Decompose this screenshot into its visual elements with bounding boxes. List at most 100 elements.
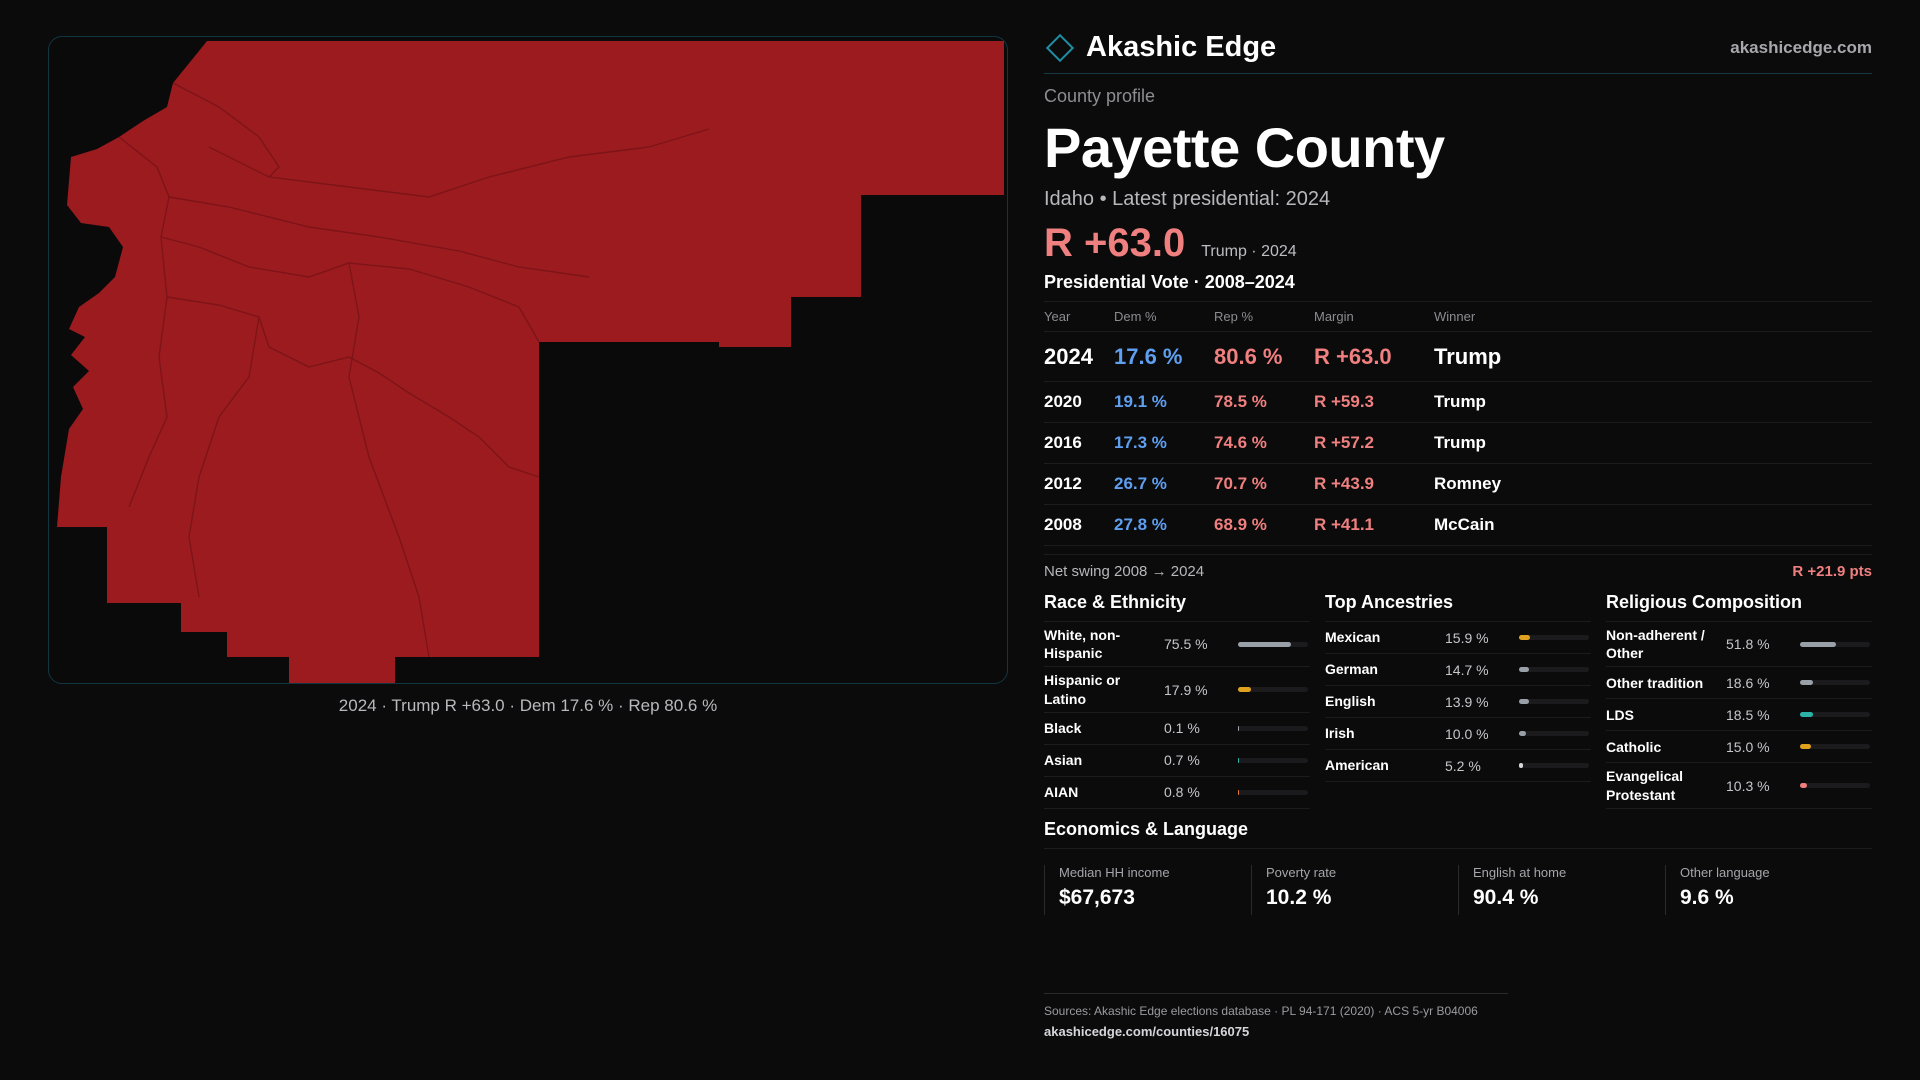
race-ethnicity-section: Race & Ethnicity White, non-Hispanic 75.5… bbox=[1044, 592, 1310, 809]
stat-poverty-rate: Poverty rate 10.2 % bbox=[1251, 864, 1458, 915]
share-bar bbox=[1238, 687, 1308, 693]
dem-cell: 26.7 % bbox=[1114, 463, 1214, 505]
county-map bbox=[57, 41, 1004, 683]
item-label: Mexican bbox=[1325, 629, 1381, 646]
dem-cell: 17.6 % bbox=[1114, 331, 1214, 382]
item-percent: 15.9 % bbox=[1445, 629, 1489, 646]
item-label: Evangelical Protestant bbox=[1606, 768, 1684, 803]
share-bar bbox=[1238, 757, 1308, 763]
share-bar-fill bbox=[1238, 757, 1240, 763]
share-bar bbox=[1238, 789, 1308, 795]
share-bar-fill bbox=[1519, 731, 1526, 736]
race-ethnicity-title: Race & Ethnicity bbox=[1044, 592, 1310, 622]
col-winner: Winner bbox=[1434, 301, 1872, 332]
item-label: Other tradition bbox=[1606, 674, 1704, 691]
share-bar bbox=[1519, 731, 1589, 736]
list-item: Evangelical Protestant 10.3 % bbox=[1606, 763, 1872, 809]
col-year: Year bbox=[1044, 301, 1114, 332]
year-cell: 2024 bbox=[1044, 331, 1114, 382]
list-item: Other tradition 18.6 % bbox=[1606, 667, 1872, 700]
religion-section: Religious Composition Non-adherent / Oth… bbox=[1606, 592, 1872, 809]
item-label: American bbox=[1325, 757, 1389, 774]
col-dem: Dem % bbox=[1114, 301, 1214, 332]
header: Akashic Edge akashicedge.com bbox=[1044, 30, 1872, 74]
net-swing: Net swing 2008 → 2024 R +21.9 pts bbox=[1044, 554, 1872, 580]
stat-value: 10.2 % bbox=[1266, 885, 1332, 909]
share-bar bbox=[1519, 635, 1589, 640]
item-label: English bbox=[1325, 693, 1376, 710]
table-row: 2024 17.6 % 80.6 % R +63.0 Trump bbox=[1044, 331, 1872, 382]
item-label: AIAN bbox=[1044, 784, 1079, 801]
share-bar bbox=[1519, 667, 1589, 672]
net-swing-value: R +21.9 pts bbox=[1792, 563, 1872, 580]
site-link[interactable]: akashicedge.com bbox=[1730, 37, 1872, 57]
list-item: Mexican 15.9 % bbox=[1325, 622, 1591, 654]
vote-table-header: Year Dem % Rep % Margin Winner bbox=[1044, 301, 1872, 332]
share-bar-fill bbox=[1519, 763, 1523, 768]
col-rep: Rep % bbox=[1214, 301, 1314, 332]
footer: Sources: Akashic Edge elections database… bbox=[1044, 993, 1508, 1039]
year-cell: 2016 bbox=[1044, 422, 1114, 464]
share-bar bbox=[1238, 725, 1308, 731]
sources-note: Sources: Akashic Edge elections database… bbox=[1044, 1004, 1478, 1018]
economics-stats: Median HH income $67,673 Poverty rate 10… bbox=[1044, 864, 1872, 915]
headline-margin-note: Trump · 2024 bbox=[1201, 243, 1297, 260]
stat-label: English at home bbox=[1473, 864, 1567, 880]
list-item: English 13.9 % bbox=[1325, 686, 1591, 718]
share-bar-fill bbox=[1238, 789, 1240, 795]
share-bar bbox=[1800, 641, 1870, 647]
year-cell: 2020 bbox=[1044, 381, 1114, 423]
list-item: AIAN 0.8 % bbox=[1044, 777, 1310, 809]
item-percent: 10.3 % bbox=[1726, 777, 1770, 794]
item-percent: 17.9 % bbox=[1164, 681, 1208, 698]
margin-cell: R +59.3 bbox=[1314, 381, 1434, 423]
share-bar-fill bbox=[1800, 680, 1814, 686]
diamond-logo-icon bbox=[1045, 33, 1075, 62]
stat-label: Median HH income bbox=[1059, 864, 1170, 880]
stat-median-income: Median HH income $67,673 bbox=[1044, 864, 1251, 915]
share-bar bbox=[1519, 763, 1589, 768]
stat-value: 9.6 % bbox=[1680, 885, 1734, 909]
county-url-link[interactable]: akashicedge.com/counties/16075 bbox=[1044, 1024, 1250, 1039]
demographics: Race & Ethnicity White, non-Hispanic 75.5… bbox=[1044, 592, 1872, 809]
share-bar bbox=[1800, 783, 1870, 789]
item-percent: 75.5 % bbox=[1164, 636, 1208, 653]
item-label: LDS bbox=[1606, 706, 1634, 723]
item-label: Irish bbox=[1325, 725, 1355, 742]
winner-cell: Trump bbox=[1434, 331, 1872, 382]
stat-english-at-home: English at home 90.4 % bbox=[1458, 864, 1665, 915]
stat-value: $67,673 bbox=[1059, 885, 1135, 909]
item-label: Hispanic or Latino bbox=[1044, 672, 1121, 707]
item-percent: 15.0 % bbox=[1726, 738, 1770, 755]
share-bar-fill bbox=[1800, 744, 1811, 750]
item-label: White, non-Hispanic bbox=[1044, 627, 1121, 662]
list-item: Black 0.1 % bbox=[1044, 713, 1310, 745]
list-item: White, non-Hispanic 75.5 % bbox=[1044, 622, 1310, 668]
margin-cell: R +41.1 bbox=[1314, 504, 1434, 546]
dem-cell: 19.1 % bbox=[1114, 381, 1214, 423]
stat-label: Other language bbox=[1680, 864, 1770, 880]
item-label: Catholic bbox=[1606, 738, 1662, 755]
county-map-panel bbox=[48, 36, 1008, 684]
page-kicker: County profile bbox=[1044, 86, 1156, 106]
share-bar bbox=[1800, 680, 1870, 686]
economics-title: Economics & Language bbox=[1044, 819, 1872, 849]
rep-cell: 74.6 % bbox=[1214, 422, 1314, 464]
item-label: Non-adherent / Other bbox=[1606, 627, 1705, 662]
list-item: LDS 18.5 % bbox=[1606, 699, 1872, 732]
vote-table: Year Dem % Rep % Margin Winner 2024 17.6… bbox=[1044, 301, 1872, 546]
winner-cell: McCain bbox=[1434, 504, 1872, 546]
net-swing-label: Net swing 2008 → 2024 bbox=[1044, 563, 1205, 580]
share-bar-fill bbox=[1238, 725, 1240, 731]
list-item: Irish 10.0 % bbox=[1325, 718, 1591, 750]
share-bar-fill bbox=[1519, 667, 1530, 672]
rep-cell: 68.9 % bbox=[1214, 504, 1314, 546]
brand-name: Akashic Edge bbox=[1086, 31, 1277, 63]
share-bar-fill bbox=[1800, 712, 1813, 718]
table-row: 2008 27.8 % 68.9 % R +41.1 McCain bbox=[1044, 504, 1872, 546]
page-subtitle: Idaho • Latest presidential: 2024 bbox=[1044, 188, 1331, 210]
dem-cell: 17.3 % bbox=[1114, 422, 1214, 464]
list-item: Asian 0.7 % bbox=[1044, 745, 1310, 777]
list-item: Non-adherent / Other 51.8 % bbox=[1606, 622, 1872, 668]
year-cell: 2012 bbox=[1044, 463, 1114, 505]
